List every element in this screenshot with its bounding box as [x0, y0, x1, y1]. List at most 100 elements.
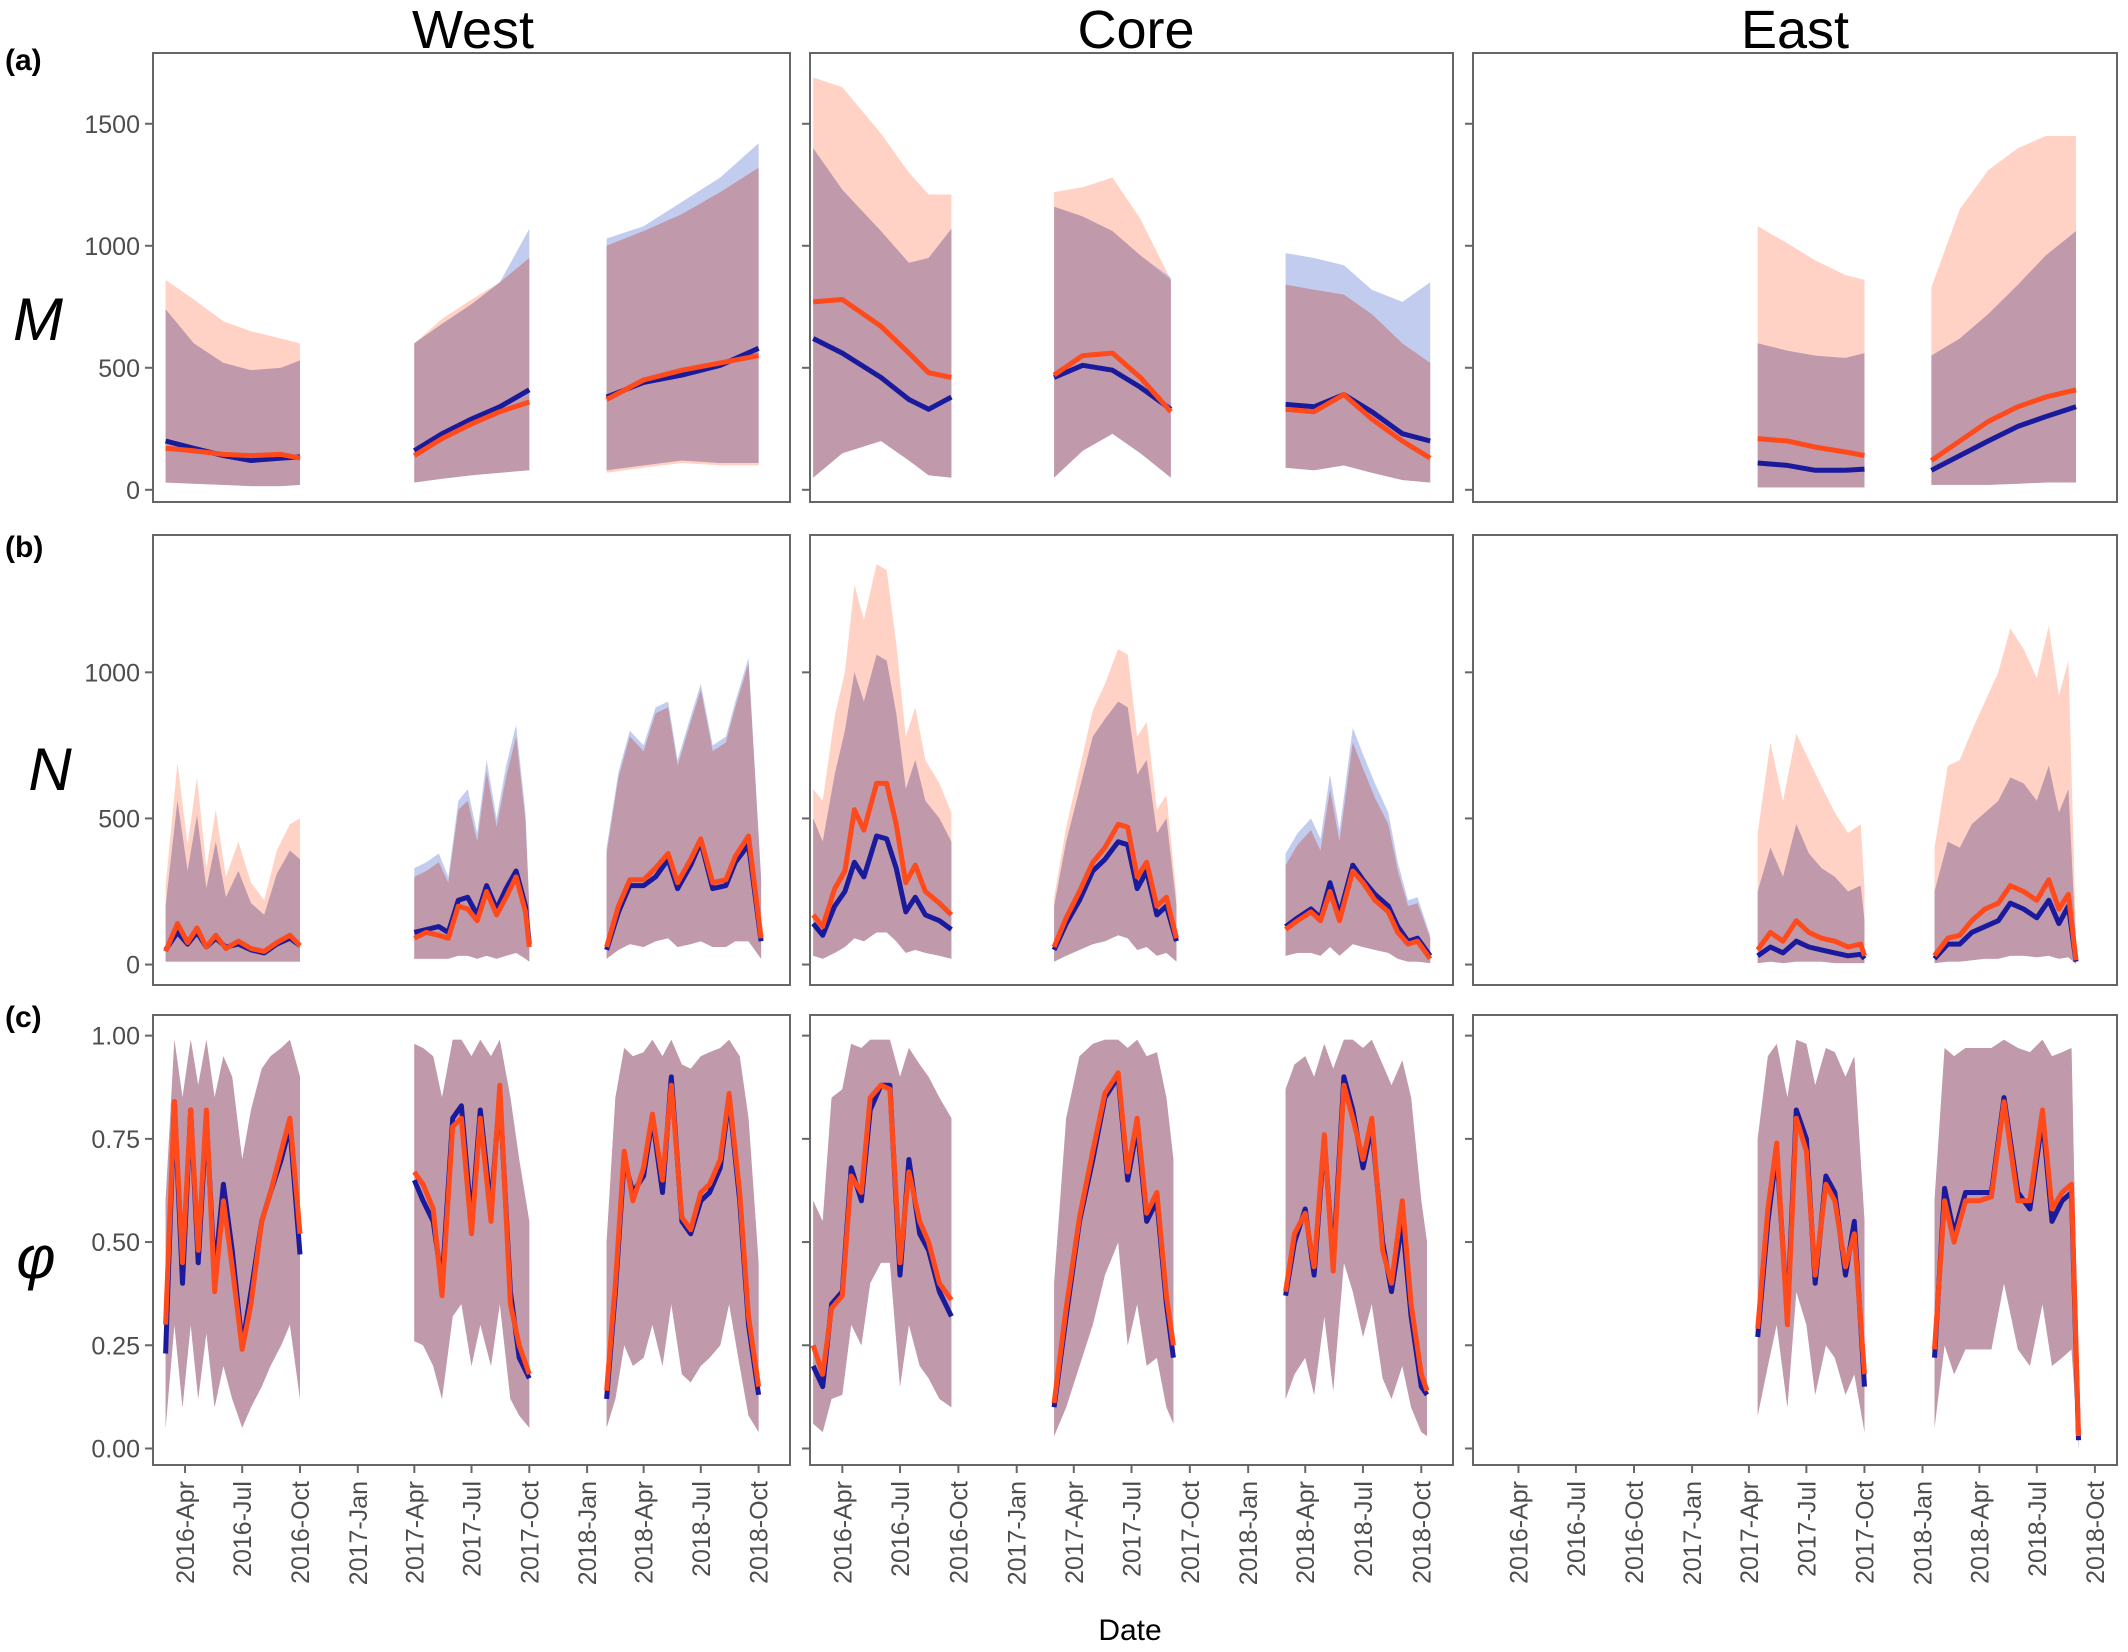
x-tick-label: 2017-Apr: [401, 1481, 429, 1584]
x-tick-label: 2016-Oct: [945, 1481, 973, 1584]
y-tick-label: 1.00: [91, 1023, 140, 1051]
x-tick-label: 2016-Jul: [887, 1481, 915, 1577]
y-tick-label: 500: [98, 355, 140, 383]
column-title-east: East: [1741, 0, 1849, 60]
x-tick-label: 2017-Jul: [1119, 1481, 1147, 1577]
x-tick-label: 2018-Jul: [688, 1481, 716, 1577]
line-red-segment-2: [1284, 868, 1433, 961]
line-red-segment-1: [412, 1082, 532, 1376]
y-tick-label: 1000: [84, 233, 140, 261]
line-blue-segment-0: [811, 833, 953, 938]
band-overlap-segment-0: [165, 1039, 300, 1428]
x-tick-label: 2017-Apr: [1061, 1481, 1089, 1584]
x-tick-label: 2017-Jul: [1793, 1481, 1821, 1577]
x-tick-label: 2018-Apr: [1966, 1481, 1994, 1584]
panel-west-a: 0 500 1000 1500: [84, 52, 791, 505]
line-blue-segment-0: [164, 438, 301, 463]
line-red-segment-0: [1757, 436, 1865, 459]
line-red-segment-1: [1932, 877, 2079, 961]
x-axis-title: Date: [1098, 1614, 1161, 1647]
band-overlap-segment-1: [1054, 1039, 1174, 1437]
line-red-segment-0: [810, 1082, 954, 1377]
band-overlap-segment-0: [1757, 824, 1865, 964]
band-overlap-segment-2: [606, 1039, 759, 1432]
line-red-segment-1: [412, 399, 531, 458]
line-red-segment-1: [1051, 1070, 1176, 1404]
line-blue-segment-2: [1285, 392, 1431, 444]
variable-label-phi: φ: [16, 1224, 55, 1291]
panels-layer: 0 500 1000 1500 0 500 1000 0.00 0.25 0.50 0.75 1.00…: [84, 52, 2118, 1585]
variable-label-n: N: [28, 736, 72, 803]
x-tick-label: 2018-Jul: [1350, 1481, 1378, 1577]
line-red-segment-0: [811, 780, 954, 930]
band-overlap-segment-2: [1285, 1039, 1427, 1437]
line-blue-segment-1: [1930, 404, 2077, 473]
x-tick-label: 2018-Jan: [1235, 1481, 1263, 1585]
panel-east-c: 2016-Apr 2016-Jul 2016-Oct 2017-Jan 2017-Apr…: [1465, 1014, 2118, 1585]
x-tick-label: 2018-Jan: [1910, 1481, 1938, 1585]
row-label-c: (c): [5, 1001, 42, 1034]
y-tick-label: 1000: [84, 659, 140, 687]
line-red-segment-2: [1285, 392, 1432, 461]
x-tick-label: 2017-Jan: [345, 1481, 373, 1585]
x-tick-label: 2017-Jul: [459, 1481, 487, 1577]
y-tick-label: 0: [126, 952, 140, 980]
panel-core-a: [802, 52, 1454, 503]
line-blue-segment-1: [1051, 839, 1179, 951]
panel-east-b: [1465, 534, 2118, 986]
panel-east-a: [1465, 52, 2118, 503]
y-tick-label: 0: [126, 477, 140, 505]
row-label-b: (b): [5, 531, 43, 564]
band-overlap-segment-1: [1054, 206, 1171, 478]
x-tick-label: 2017-Oct: [1851, 1481, 1879, 1584]
x-tick-label: 2016-Oct: [287, 1481, 315, 1584]
x-tick-label: 2018-Jan: [574, 1481, 602, 1585]
band-overlap-segment-2: [606, 167, 759, 471]
line-blue-segment-1: [1932, 897, 2079, 962]
panel-core-c: 2016-Apr 2016-Jul 2016-Oct 2017-Jan 2017-Apr…: [802, 1014, 1454, 1585]
y-tick-label: 0.00: [91, 1435, 140, 1463]
x-tick-label: 2018-Apr: [631, 1481, 659, 1584]
y-tick-label: 0.25: [91, 1332, 140, 1360]
panel-west-c: 0.00 0.25 0.50 0.75 1.00 2016-Apr 2016-Jul 2016…: [91, 1014, 791, 1585]
line-red-segment-0: [1755, 1115, 1867, 1375]
y-tick-label: 0.75: [91, 1126, 140, 1154]
line-red-segment-1: [1052, 350, 1173, 414]
line-blue-segment-1: [412, 387, 531, 453]
panel-core-b: [802, 534, 1454, 986]
x-tick-label: 2017-Jan: [1679, 1481, 1707, 1585]
x-tick-label: 2017-Apr: [1736, 1481, 1764, 1584]
x-tick-label: 2017-Oct: [516, 1481, 544, 1584]
band-overlap-segment-0: [165, 309, 300, 487]
band-overlap-segment-1: [414, 258, 530, 483]
line-red-segment-0: [165, 445, 301, 461]
x-tick-label: 2018-Oct: [746, 1481, 774, 1584]
line-blue-segment-0: [812, 336, 953, 412]
y-tick-label: 500: [98, 805, 140, 833]
x-tick-label: 2016-Apr: [829, 1481, 857, 1584]
x-tick-label: 2016-Jul: [1563, 1481, 1591, 1577]
line-red-segment-2: [605, 353, 760, 402]
line-red-segment-1: [413, 874, 532, 948]
line-blue-segment-0: [1756, 938, 1867, 961]
column-title-west: West: [412, 0, 534, 60]
row-label-a: (a): [5, 44, 42, 77]
panel-west-b: 0 500 1000: [84, 534, 791, 986]
variable-label-m: M: [13, 286, 63, 353]
x-tick-label: 2017-Jan: [1004, 1481, 1032, 1585]
x-tick-label: 2018-Oct: [1408, 1481, 1436, 1584]
line-red-segment-0: [812, 297, 952, 380]
band-overlap-segment-0: [813, 1039, 952, 1432]
y-tick-label: 0.50: [91, 1229, 140, 1257]
line-red-segment-2: [604, 1082, 762, 1391]
band-overlap-segment-0: [813, 148, 952, 478]
line-blue-segment-0: [1757, 460, 1865, 473]
x-tick-label: 2018-Jul: [2024, 1481, 2052, 1577]
line-blue-segment-1: [1053, 362, 1173, 412]
x-tick-label: 2016-Oct: [1621, 1481, 1649, 1584]
x-tick-label: 2016-Jul: [229, 1481, 257, 1577]
line-red-segment-2: [1283, 1082, 1430, 1392]
line-red-segment-2: [604, 833, 764, 948]
band-overlap-segment-0: [165, 800, 300, 962]
